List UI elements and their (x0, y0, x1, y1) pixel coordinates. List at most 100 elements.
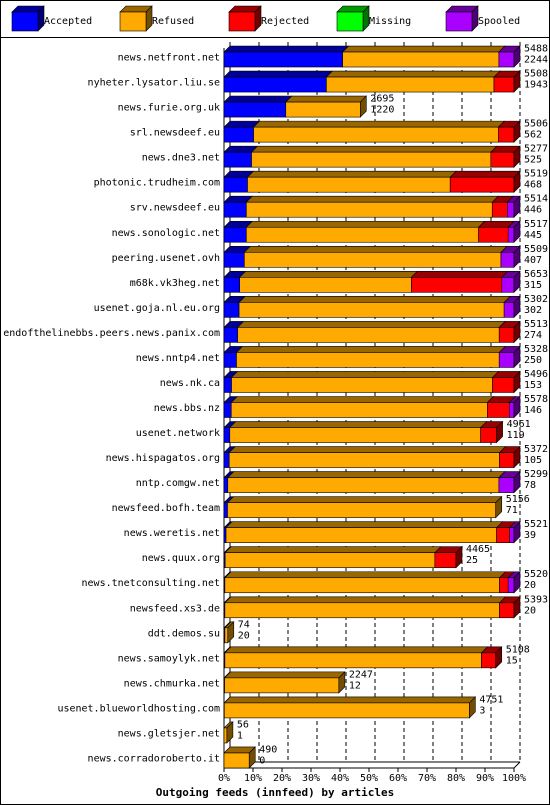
value-label-accepted: 250 (524, 355, 542, 366)
value-label-total: 5277 (524, 144, 548, 155)
value-label-accepted: 407 (524, 255, 542, 266)
category-label: ddt.demos.su (148, 628, 220, 639)
legend-item-missing: Missing (336, 5, 411, 32)
bar-segment-accepted-top (223, 45, 350, 53)
category-label: news.nntp4.net (136, 353, 220, 364)
x-tick-label: 30% (302, 773, 320, 784)
category-label: srl.newsdeef.eu (130, 128, 220, 139)
bar-segment-refused-top (225, 521, 504, 528)
bar-side (513, 195, 521, 218)
bar-segment-accepted (223, 502, 228, 518)
floor-right-edge (513, 761, 521, 769)
category-label: news.corradoroberto.it (88, 753, 220, 764)
bar-row-endofthelinebbs-peers-news-panix-com: endofthelinebbs.peers.news.panix.com 5513… (3, 319, 548, 344)
bar-side (338, 671, 346, 694)
bar-segment-rejected (498, 126, 515, 143)
value-label-total: 5328 (524, 344, 548, 355)
value-label-accepted: 468 (524, 180, 542, 191)
legend-item-rejected: Rejected (228, 5, 309, 32)
legend-label: Refused (152, 16, 194, 27)
bar-side (495, 646, 503, 669)
value-label-total: 5653 (524, 269, 548, 280)
bar-segment-refused-top (224, 596, 507, 604)
value-label-total: 5302 (524, 294, 548, 305)
value-label-accepted: 445 (524, 230, 542, 241)
bar-side (513, 395, 521, 419)
bar-segment-rejected (411, 277, 503, 293)
value-label-accepted: 1943 (524, 80, 548, 91)
bar-segment-refused (224, 627, 229, 644)
value-label-total: 5520 (524, 569, 548, 580)
value-label-accepted: 146 (524, 405, 542, 416)
category-label: news.hispagatos.org (106, 453, 220, 464)
bar-side (469, 696, 476, 719)
bar-segment-accepted (223, 176, 248, 193)
legend-swatch (119, 11, 147, 32)
bar-segment-refused (239, 277, 412, 293)
bar-segment-refused (253, 126, 499, 143)
bar-side (513, 245, 521, 269)
category-label: news.quux.org (142, 553, 220, 564)
bar-segment-refused (228, 452, 500, 468)
bar-side (513, 596, 521, 619)
bar-segment-refused (251, 151, 492, 168)
value-label-total: 5509 (524, 244, 548, 255)
category-label: usenet.network (136, 428, 220, 439)
category-label: m68k.vk3heg.net (130, 278, 220, 289)
bar-row-news-gletsjer-net: news.gletsjer.net 561 (118, 719, 249, 744)
legend-item-accepted: Accepted (11, 5, 92, 32)
bar-segment-refused (227, 477, 500, 493)
value-label-total: 5156 (506, 494, 530, 505)
legend-item-refused: Refused (119, 5, 194, 32)
bar-side (513, 145, 521, 168)
category-label: newsfeed.xs3.de (130, 603, 220, 614)
bar-segment-accepted (223, 126, 254, 143)
value-label-accepted: 15 (506, 655, 518, 666)
bar-segment-refused (236, 352, 500, 368)
category-label: news.nk.ca (160, 378, 220, 389)
value-label-accepted: 2244 (524, 55, 548, 66)
bar-segment-refused (223, 752, 250, 769)
value-label-accepted: 274 (524, 330, 542, 341)
bar-segment-rejected (491, 201, 508, 218)
bar-segment-refused-top (230, 371, 500, 378)
bar-segment-refused (224, 577, 500, 594)
x-tick-label: 10% (244, 773, 262, 784)
bar-segment-refused (223, 702, 470, 719)
bar-segment-rejected (493, 76, 515, 93)
value-label-total: 5521 (524, 519, 548, 530)
bar-segment-accepted (223, 327, 238, 343)
bar-segment-spooled (503, 302, 515, 318)
bar-segment-refused-top (243, 245, 508, 253)
bar-segment-accepted (223, 427, 231, 443)
bar-segment-refused (227, 502, 497, 518)
bar-segment-spooled (498, 51, 515, 68)
value-label-accepted: 39 (524, 530, 536, 541)
x-tick-label: 60% (389, 773, 407, 784)
bar-side (513, 370, 521, 394)
bar-segment-refused (326, 76, 495, 93)
bar-segment-accepted (223, 251, 245, 268)
x-tick-label: 40% (331, 773, 349, 784)
legend: Accepted Refused Rejected Missing Spooled (11, 5, 520, 32)
legend-swatch (11, 11, 39, 32)
value-label-accepted: 78 (524, 480, 536, 491)
value-label-total: 490 (259, 744, 277, 755)
bar-segment-accepted (223, 302, 240, 318)
bar-segment-refused-top (228, 446, 507, 453)
bar-segment-refused (224, 677, 340, 694)
category-label: news.chmurka.net (124, 678, 220, 689)
